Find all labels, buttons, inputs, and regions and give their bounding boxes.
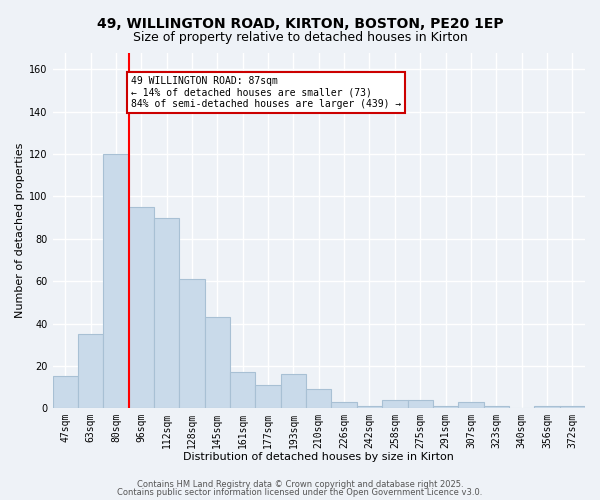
Bar	[484, 406, 509, 408]
Bar	[433, 406, 458, 408]
Text: 49, WILLINGTON ROAD, KIRTON, BOSTON, PE20 1EP: 49, WILLINGTON ROAD, KIRTON, BOSTON, PE2…	[97, 18, 503, 32]
Text: 49 WILLINGTON ROAD: 87sqm
← 14% of detached houses are smaller (73)
84% of semi-: 49 WILLINGTON ROAD: 87sqm ← 14% of detac…	[131, 76, 401, 109]
Bar	[103, 154, 128, 408]
Text: Contains HM Land Registry data © Crown copyright and database right 2025.: Contains HM Land Registry data © Crown c…	[137, 480, 463, 489]
X-axis label: Distribution of detached houses by size in Kirton: Distribution of detached houses by size …	[184, 452, 454, 462]
Bar	[256, 385, 281, 408]
Bar	[128, 207, 154, 408]
Bar	[331, 402, 357, 408]
Bar	[458, 402, 484, 408]
Bar	[306, 389, 331, 408]
Bar	[179, 279, 205, 408]
Bar	[560, 406, 585, 408]
Y-axis label: Number of detached properties: Number of detached properties	[15, 142, 25, 318]
Text: Contains public sector information licensed under the Open Government Licence v3: Contains public sector information licen…	[118, 488, 482, 497]
Title: 49, WILLINGTON ROAD, KIRTON, BOSTON, PE20 1EP
Size of property relative to detac: 49, WILLINGTON ROAD, KIRTON, BOSTON, PE2…	[0, 499, 1, 500]
Bar	[382, 400, 407, 408]
Bar	[534, 406, 560, 408]
Bar	[357, 406, 382, 408]
Bar	[154, 218, 179, 408]
Bar	[205, 317, 230, 408]
Bar	[230, 372, 256, 408]
Text: Size of property relative to detached houses in Kirton: Size of property relative to detached ho…	[133, 31, 467, 44]
Bar	[53, 376, 78, 408]
Bar	[407, 400, 433, 408]
Bar	[78, 334, 103, 408]
Bar	[281, 374, 306, 408]
